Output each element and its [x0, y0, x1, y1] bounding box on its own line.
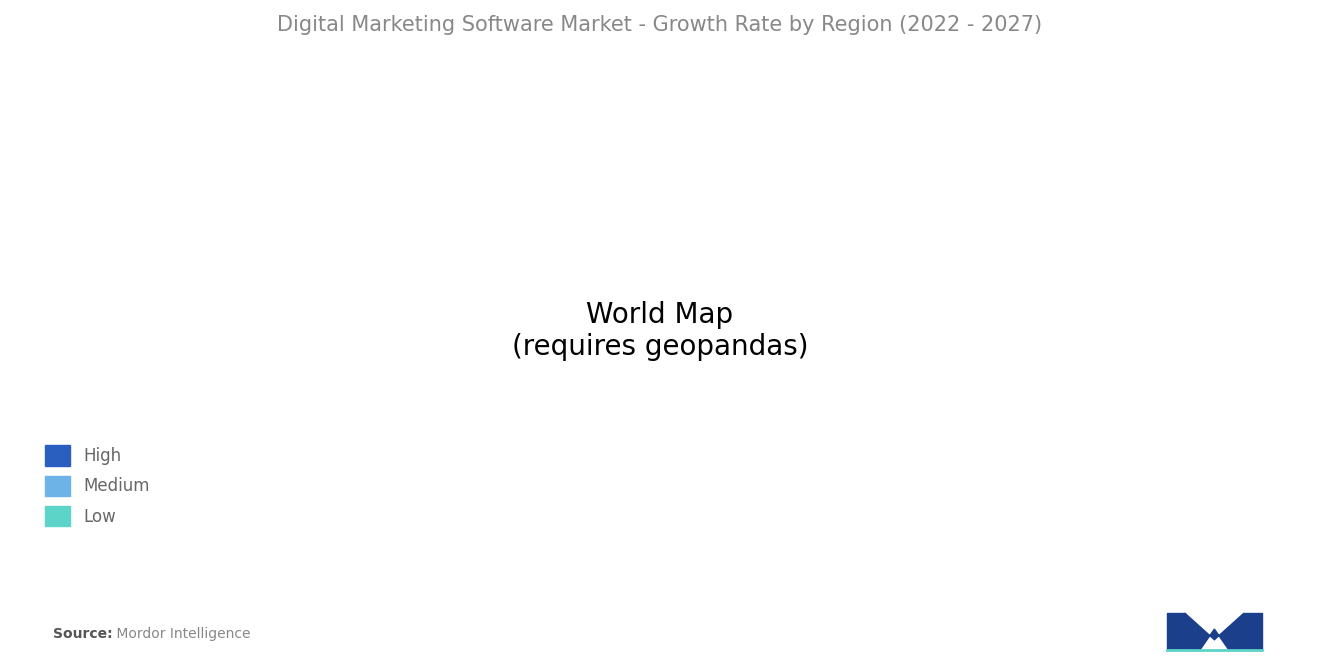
Text: Source:: Source: [53, 627, 112, 642]
Text: Mordor Intelligence: Mordor Intelligence [112, 627, 251, 642]
Polygon shape [1167, 613, 1185, 650]
Polygon shape [1185, 613, 1243, 650]
Text: World Map
(requires geopandas): World Map (requires geopandas) [512, 301, 808, 361]
Title: Digital Marketing Software Market - Growth Rate by Region (2022 - 2027): Digital Marketing Software Market - Grow… [277, 15, 1043, 35]
Polygon shape [1243, 613, 1262, 650]
Legend: High, Medium, Low: High, Medium, Low [36, 437, 157, 535]
